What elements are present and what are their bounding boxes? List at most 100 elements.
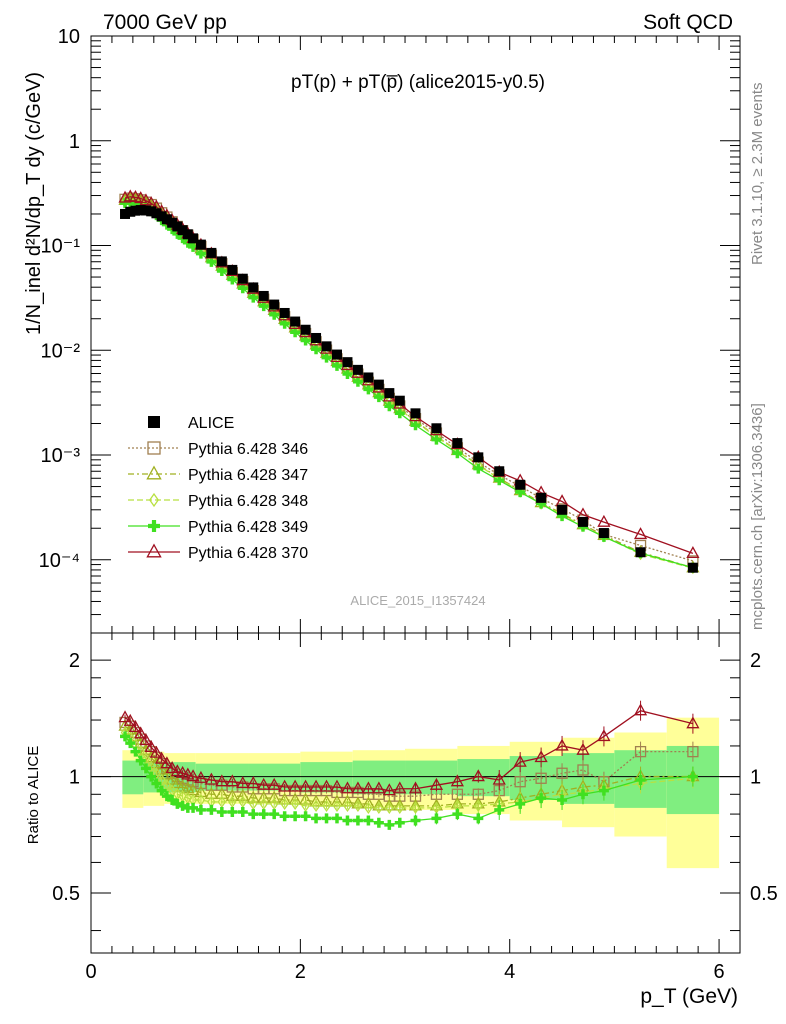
ratio-point: [319, 779, 334, 792]
data-point: [363, 384, 374, 395]
ratio-point: [195, 804, 206, 815]
data-point: [373, 379, 384, 390]
data-point: [188, 233, 199, 244]
data-point: [146, 206, 157, 217]
ratio-point: [172, 798, 183, 809]
data-point: [125, 206, 136, 217]
data-point: [321, 352, 332, 363]
header-right: Soft QCD: [643, 11, 733, 34]
main-plot-frame: [90, 35, 741, 634]
data-point: [118, 190, 132, 203]
data-point: [300, 335, 311, 346]
ratio-point: [206, 804, 217, 815]
ratio-point: [288, 779, 302, 792]
ratio-point: [577, 764, 589, 776]
y-tick-label: 1: [69, 131, 80, 153]
data-point: [151, 208, 162, 219]
ratio-point: [534, 750, 548, 763]
ratio-point: [186, 769, 200, 782]
ratio-point: [130, 746, 141, 757]
data-point: [269, 299, 280, 310]
ratio-point: [237, 806, 248, 817]
ratio-point: [372, 781, 386, 794]
ratio-point: [165, 772, 179, 785]
ratio-point: [278, 779, 292, 792]
legend-marker: [147, 441, 161, 455]
data-point: [384, 401, 395, 412]
legend-label: Pythia 6.428 370: [188, 545, 308, 562]
data-point: [536, 492, 547, 503]
x-tick-label: 4: [504, 961, 515, 983]
ratio-point: [492, 772, 506, 785]
rivet-version-label: Rivet 3.1.10, ≥ 2.3M events: [749, 83, 766, 266]
ratio-point: [194, 770, 208, 783]
ratio-point: [228, 795, 237, 809]
ratio-point: [330, 779, 344, 792]
data-point: [216, 266, 227, 277]
ratio-point: [598, 785, 609, 796]
ratio-point: [576, 742, 590, 755]
ratio-point: [536, 793, 547, 804]
series-line: [124, 200, 694, 569]
ratio-point: [152, 767, 161, 780]
data-point: [394, 395, 405, 406]
ratio-point: [177, 800, 188, 811]
data-point: [331, 360, 342, 371]
data-point: [557, 511, 568, 522]
data-point: [206, 256, 217, 267]
data-point: [161, 214, 172, 225]
ratio-point: [279, 811, 290, 822]
ratio-point: [259, 797, 269, 811]
data-point: [237, 283, 248, 294]
ratio-point: [162, 779, 172, 792]
ratio-point: [165, 761, 179, 774]
ratio-point: [216, 806, 227, 817]
data-point: [515, 487, 526, 498]
ratio-point: [225, 774, 239, 787]
legend-label: Pythia 6.428 348: [188, 493, 308, 510]
ratio-point: [258, 809, 269, 820]
ratio-y-tick-label: 0.5: [52, 883, 80, 905]
ratio-point: [474, 799, 483, 813]
ratio-point: [128, 720, 143, 733]
ratio-plot-frame: [90, 632, 741, 954]
ratio-point: [429, 777, 444, 790]
ratio-point: [363, 815, 374, 826]
legend-label: Pythia 6.428 349: [188, 519, 308, 536]
ratio-point: [156, 785, 167, 796]
ratio-point: [236, 776, 250, 789]
ratio-point: [246, 776, 260, 789]
data-point: [237, 273, 248, 284]
data-point: [352, 364, 363, 375]
ratio-point: [322, 799, 331, 813]
ratio-point: [557, 794, 568, 805]
ratio-point: [204, 786, 218, 799]
ratio-point: [161, 791, 172, 802]
ratio-point: [343, 799, 352, 813]
legend-marker: [149, 492, 159, 508]
x-tick-label: 0: [85, 961, 96, 983]
ratio-point: [352, 815, 363, 826]
ratio-point: [374, 801, 384, 815]
ratio-point: [257, 777, 271, 790]
data-point: [195, 239, 206, 250]
data-point: [384, 388, 395, 399]
data-point: [452, 448, 463, 459]
ratio-y-tick-label-right: 1: [750, 767, 761, 789]
ratio-point: [385, 801, 394, 815]
ratio-point: [311, 813, 322, 824]
data-point: [494, 466, 505, 477]
data-point: [290, 327, 301, 338]
data-point: [373, 392, 384, 403]
data-point: [258, 290, 269, 301]
ratio-point: [146, 771, 157, 782]
ratio-point: [513, 754, 527, 767]
ratio-point: [577, 789, 588, 800]
ratio-point: [300, 811, 311, 822]
data-point: [139, 193, 153, 206]
data-point: [394, 408, 405, 419]
ratio-point: [269, 797, 279, 811]
data-point: [156, 211, 167, 222]
data-point: [227, 264, 238, 275]
